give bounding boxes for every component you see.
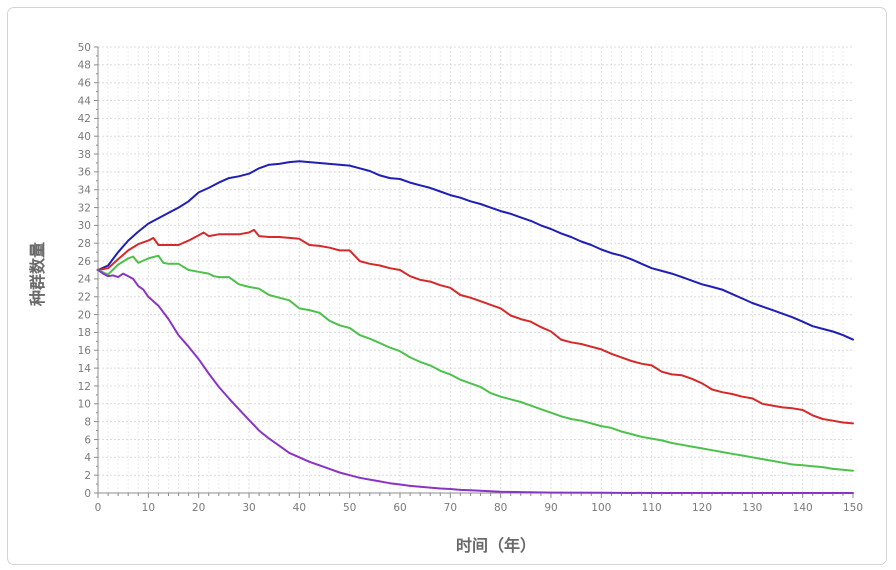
y-tick-label: 20	[78, 309, 91, 321]
tick-labels: 0246810121416182022242628303234363840424…	[78, 42, 863, 514]
series-line-2	[97, 228, 854, 425]
y-tick-label: 32	[78, 202, 91, 214]
series-lines	[97, 160, 854, 494]
y-tick-label: 50	[78, 42, 91, 54]
series-line-1	[97, 160, 854, 341]
y-tick-label: 16	[78, 345, 92, 357]
x-tick-label: 130	[742, 502, 762, 514]
x-tick-label: 20	[192, 502, 205, 514]
x-tick-label: 140	[793, 502, 813, 514]
y-tick-label: 38	[78, 149, 91, 161]
y-tick-label: 22	[78, 292, 91, 304]
y-tick-label: 36	[78, 167, 92, 179]
y-tick-label: 2	[84, 470, 91, 482]
x-tick-label: 60	[393, 502, 406, 514]
x-tick-label: 110	[642, 502, 662, 514]
x-tick-label: 40	[293, 502, 306, 514]
y-tick-label: 44	[78, 95, 92, 107]
x-tick-label: 70	[444, 502, 457, 514]
y-tick-label: 42	[78, 113, 91, 125]
x-tick-label: 0	[95, 502, 102, 514]
x-tick-label: 120	[692, 502, 712, 514]
y-tick-label: 8	[84, 416, 91, 428]
y-tick-label: 48	[78, 60, 91, 72]
y-tick-label: 26	[78, 256, 92, 268]
x-tick-label: 50	[343, 502, 356, 514]
y-tick-label: 6	[84, 434, 91, 446]
y-axis-title: 种群数量	[28, 242, 47, 307]
y-tick-label: 40	[78, 131, 91, 143]
y-tick-label: 28	[78, 238, 91, 250]
grid-lines	[98, 46, 853, 493]
x-tick-label: 80	[494, 502, 507, 514]
x-tick-label: 150	[843, 502, 863, 514]
y-tick-label: 12	[78, 381, 91, 393]
y-tick-label: 4	[84, 452, 91, 464]
y-tick-label: 18	[78, 327, 91, 339]
x-tick-label: 30	[242, 502, 255, 514]
y-tick-label: 34	[78, 185, 92, 197]
y-tick-label: 0	[84, 488, 91, 500]
x-tick-label: 90	[544, 502, 557, 514]
y-tick-label: 30	[78, 220, 91, 232]
series-line-3	[97, 254, 854, 472]
x-tick-label: 10	[142, 502, 155, 514]
y-tick-label: 10	[78, 399, 91, 411]
x-tick-label: 100	[591, 502, 611, 514]
y-tick-label: 46	[78, 77, 92, 89]
y-tick-label: 14	[78, 363, 92, 375]
y-tick-label: 24	[78, 274, 92, 286]
series-line-4	[97, 269, 854, 494]
x-axis-title: 时间（年）	[456, 536, 536, 555]
